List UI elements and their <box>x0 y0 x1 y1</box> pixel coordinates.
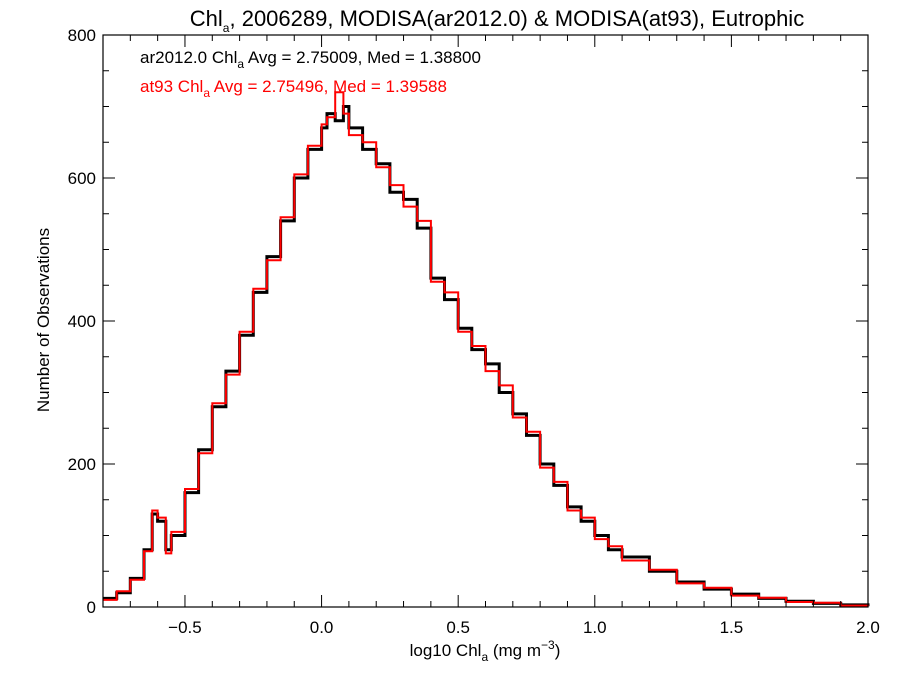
x-tick-label: −0.5 <box>168 618 202 637</box>
y-tick-label: 600 <box>68 169 96 188</box>
y-tick-label: 200 <box>68 455 96 474</box>
y-tick-label: 400 <box>68 312 96 331</box>
x-tick-label: 0.5 <box>446 618 470 637</box>
chart-title: Chla, 2006289, MODISA(ar2012.0) & MODISA… <box>190 6 804 35</box>
ticks-layer: −0.5 0.0 0.5 1.0 1.5 2.0 0 200 400 600 800 <box>68 26 880 637</box>
x-tick-label: 1.5 <box>720 618 744 637</box>
series-line-1 <box>103 91 869 607</box>
stat-annotation-at93: at93 Chla Avg = 2.75496, Med = 1.39588 <box>140 77 447 100</box>
series-layer <box>103 91 870 607</box>
x-tick-label: 2.0 <box>856 618 880 637</box>
y-tick-label: 0 <box>87 598 96 617</box>
x-tick-label: 0.0 <box>310 618 334 637</box>
y-tick-label: 800 <box>68 26 96 45</box>
plot-frame <box>102 34 869 608</box>
stat-annotation-ar2012: ar2012.0 Chla Avg = 2.75009, Med = 1.388… <box>140 48 481 71</box>
x-axis-label: log10 Chla (mg m−3) <box>410 638 561 664</box>
y-axis-label: Number of Observations <box>34 228 53 412</box>
x-tick-label: 1.0 <box>583 618 607 637</box>
